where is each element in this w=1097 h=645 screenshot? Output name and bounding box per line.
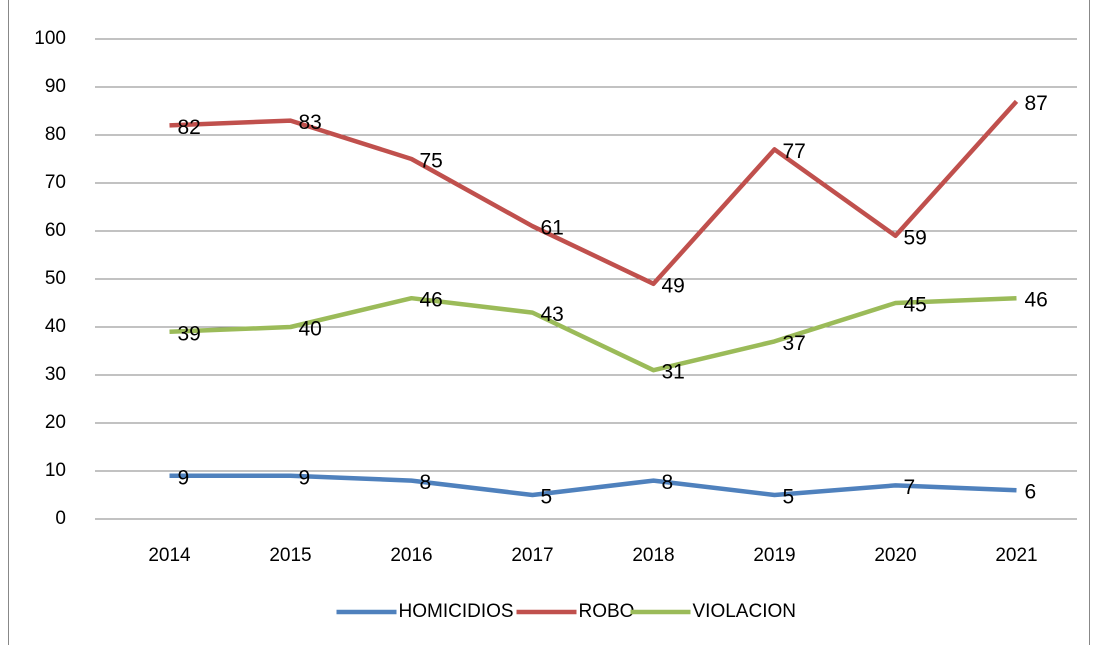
x-tick-label: 2018	[632, 545, 674, 566]
data-label: 39	[178, 322, 201, 345]
data-label: 7	[904, 476, 916, 499]
series-line	[169, 295, 1017, 373]
x-tick-label: 2017	[511, 545, 553, 566]
y-tick-label: 50	[45, 268, 66, 289]
data-label: 5	[783, 486, 795, 509]
x-tick-label: 2020	[874, 545, 916, 566]
legend-label: ROBO	[579, 601, 635, 622]
legend-label: HOMICIDIOS	[399, 601, 514, 622]
data-label: 45	[904, 294, 927, 317]
data-label: 31	[662, 361, 685, 384]
data-label: 37	[783, 332, 806, 355]
y-tick-label: 80	[45, 124, 66, 145]
data-label: 5	[541, 486, 553, 509]
data-label: 6	[1025, 481, 1037, 504]
x-tick-label: 2019	[753, 545, 795, 566]
data-label: 59	[904, 226, 927, 249]
data-label: 77	[783, 140, 806, 163]
data-label: 46	[420, 289, 443, 312]
data-label: 49	[662, 274, 685, 297]
data-label: 8	[420, 471, 432, 494]
y-tick-label: 30	[45, 364, 66, 385]
y-tick-label: 40	[45, 316, 66, 337]
y-tick-label: 70	[45, 172, 66, 193]
data-label: 61	[541, 217, 564, 240]
legend-label: VIOLACION	[693, 601, 796, 622]
data-label: 40	[299, 318, 322, 341]
x-tick-label: 2015	[269, 545, 311, 566]
data-label: 83	[299, 111, 322, 134]
y-tick-label: 90	[45, 76, 66, 97]
data-label: 75	[420, 150, 443, 173]
data-label: 87	[1025, 92, 1048, 115]
series-line	[169, 99, 1019, 287]
x-tick-label: 2016	[390, 545, 432, 566]
data-label: 43	[541, 303, 564, 326]
data-label: 8	[662, 471, 674, 494]
y-tick-label: 0	[55, 508, 66, 529]
y-tick-label: 60	[45, 220, 66, 241]
data-label: 82	[178, 116, 201, 139]
data-label: 9	[178, 466, 190, 489]
y-tick-label: 10	[45, 460, 66, 481]
x-tick-label: 2021	[995, 545, 1037, 566]
series-line	[169, 473, 1017, 498]
x-tick-label: 2014	[148, 545, 191, 566]
y-tick-label: 20	[45, 412, 66, 433]
y-tick-label: 100	[34, 28, 66, 49]
data-label: 46	[1025, 289, 1048, 312]
data-label: 9	[299, 466, 311, 489]
